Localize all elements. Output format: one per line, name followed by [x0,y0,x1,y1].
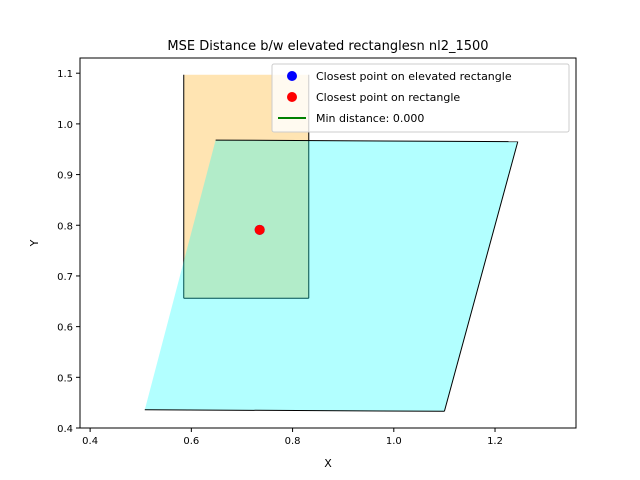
x-tick-label: 0.8 [285,436,301,447]
x-axis-label: X [324,457,332,470]
x-tick-label: 0.6 [183,436,199,447]
legend-marker-elevated-point [287,71,297,81]
legend-label-elevated-point: Closest point on elevated rectangle [316,70,512,83]
y-axis-ticks: 0.4 0.5 0.6 0.7 0.8 0.9 1.0 1.1 [57,69,80,435]
elevated-rectangle-edge-1 [443,141,519,412]
y-tick-label: 1.1 [57,69,73,80]
legend-label-min-distance: Min distance: 0.000 [316,112,424,125]
x-tick-label: 1.0 [386,436,402,447]
legend: Closest point on elevated rectangle Clos… [271,63,570,133]
x-tick-label: 0.4 [82,436,98,447]
legend-box [271,63,570,133]
elevated-rectangle-edge-2 [144,409,445,412]
y-tick-label: 0.9 [57,171,73,182]
y-tick-label: 0.7 [57,272,73,283]
y-axis-label: Y [28,239,41,247]
y-tick-label: 0.6 [57,323,73,334]
plot-points [254,224,265,235]
elevated-rectangle-edge-0 [215,139,518,143]
y-tick-label: 0.8 [57,221,73,232]
plot-frame [79,57,577,429]
x-axis-ticks: 0.4 0.6 0.8 1.0 1.2 [82,428,503,447]
legend-marker-rectangle-point [287,92,297,102]
y-tick-label: 0.5 [57,373,73,384]
elevated-rectangle-fill [144,140,518,412]
chart-title: MSE Distance b/w elevated rectanglesn nl… [167,39,488,54]
closest-point-rectangle-marker [254,224,265,235]
legend-label-rectangle-point: Closest point on rectangle [316,91,460,104]
y-tick-label: 1.0 [57,120,73,131]
y-tick-label: 0.4 [57,424,73,435]
x-tick-label: 1.2 [487,436,503,447]
